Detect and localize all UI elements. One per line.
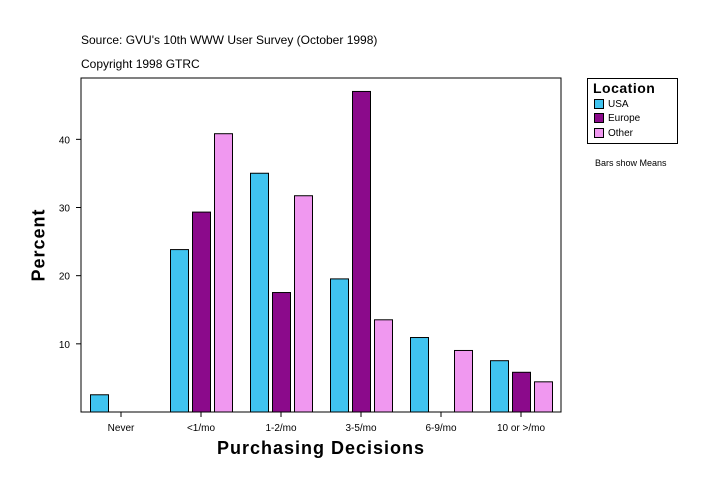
bar-usa (490, 360, 509, 413)
bar-other (454, 349, 473, 413)
bar-usa (170, 249, 189, 413)
source-caption: Source: GVU's 10th WWW User Survey (Octo… (81, 33, 378, 47)
bar-europe (352, 90, 371, 413)
bar-europe (192, 211, 211, 413)
legend: Location USA Europe Other (587, 78, 678, 144)
x-tick-label: <1/mo (187, 423, 216, 434)
y-tick-label: 20 (59, 272, 71, 283)
bars-show-means-note: Bars show Means (595, 158, 667, 168)
y-axis-title: Percent (28, 208, 49, 282)
legend-swatch-other (594, 128, 604, 138)
x-tick-label: 1-2/mo (265, 423, 297, 434)
y-tick-label: 40 (59, 135, 71, 146)
y-tick-label: 10 (59, 340, 71, 351)
legend-label-usa: USA (608, 99, 629, 110)
legend-title: Location (593, 80, 656, 96)
legend-label-europe: Europe (608, 113, 641, 124)
x-axis-title: Purchasing Decisions (216, 438, 426, 458)
y-tick-label: 30 (59, 204, 71, 215)
x-tick-label: Never (108, 423, 135, 434)
legend-swatch-europe (594, 113, 604, 123)
bars-group (90, 90, 553, 413)
bar-usa (90, 394, 109, 413)
x-axis: Never <1/mo 1-2/mo 3-5/mo 6-9/mo 10 or >/mo (108, 412, 546, 434)
bar-usa (410, 337, 429, 413)
copyright-caption: Copyright 1998 GTRC (81, 57, 200, 71)
x-tick-label: 3-5/mo (345, 423, 377, 434)
x-tick-label: 10 or >/mo (497, 423, 546, 434)
legend-item-usa: USA (594, 99, 629, 111)
x-tick-label: 6-9/mo (425, 423, 457, 434)
plot-area-frame (80, 77, 562, 413)
bar-europe (272, 292, 291, 413)
bar-other (294, 195, 313, 413)
bar-usa (330, 278, 349, 413)
legend-item-other: Other (594, 128, 633, 140)
legend-swatch-usa (594, 99, 604, 109)
bar-europe (512, 371, 531, 413)
bar-other (374, 319, 393, 413)
y-axis: 10 20 30 40 (59, 135, 81, 351)
legend-item-europe: Europe (594, 113, 640, 125)
legend-label-other: Other (608, 128, 634, 139)
bar-other (534, 381, 553, 413)
bar-usa (250, 172, 269, 413)
bar-other (214, 133, 233, 413)
